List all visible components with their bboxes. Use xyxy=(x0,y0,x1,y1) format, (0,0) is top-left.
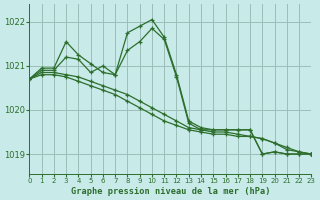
X-axis label: Graphe pression niveau de la mer (hPa): Graphe pression niveau de la mer (hPa) xyxy=(71,187,270,196)
